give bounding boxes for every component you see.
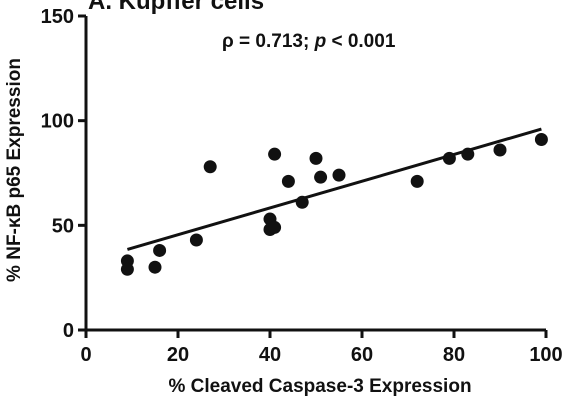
rho-symbol: ρ xyxy=(222,31,234,52)
y-tick-labels: 0 50 100 150 xyxy=(41,6,74,342)
data-point xyxy=(268,147,282,161)
y-tick-label: 0 xyxy=(63,320,74,342)
data-point xyxy=(332,168,346,182)
y-axis-title: % NF-κB p65 Expression xyxy=(4,58,25,282)
x-tick-labels: 0 20 40 60 80 100 xyxy=(80,344,562,366)
data-point xyxy=(120,262,134,276)
x-tick-label: 100 xyxy=(529,344,562,366)
data-point xyxy=(153,243,167,257)
trendline-group xyxy=(126,127,542,251)
data-point xyxy=(461,147,475,161)
y-tick-label: 100 xyxy=(41,111,74,133)
data-point xyxy=(281,174,295,188)
axes xyxy=(84,16,546,332)
x-tick-label: 60 xyxy=(351,344,373,366)
p-value: < 0.001 xyxy=(326,31,396,52)
p-symbol: p xyxy=(314,31,327,52)
data-point xyxy=(295,195,309,209)
data-point xyxy=(314,170,328,184)
data-point xyxy=(493,143,507,157)
x-tick-label: 80 xyxy=(443,344,465,366)
data-point xyxy=(534,133,548,147)
data-point xyxy=(148,260,162,274)
data-point xyxy=(189,233,203,247)
annotation: ρ = 0.713; p < 0.001 xyxy=(222,31,396,52)
tick-marks xyxy=(78,14,548,338)
chart-title: A. Kupffer cells xyxy=(88,0,264,15)
data-point xyxy=(203,160,217,174)
data-point xyxy=(442,151,456,165)
svg-text:ρ = 0.713; p < 0.001: ρ = 0.713; p < 0.001 xyxy=(222,31,396,52)
y-tick-label: 150 xyxy=(41,6,74,28)
data-point xyxy=(410,174,424,188)
data-points xyxy=(120,133,548,276)
data-point xyxy=(268,220,282,234)
x-tick-label: 20 xyxy=(167,344,189,366)
x-tick-label: 0 xyxy=(80,344,91,366)
x-axis-title: % Cleaved Caspase-3 Expression xyxy=(168,376,471,397)
y-tick-label: 50 xyxy=(52,215,74,237)
rho-value: = 0.713; xyxy=(234,31,315,52)
trendline xyxy=(126,127,542,251)
data-point xyxy=(309,151,323,165)
x-tick-label: 40 xyxy=(259,344,281,366)
